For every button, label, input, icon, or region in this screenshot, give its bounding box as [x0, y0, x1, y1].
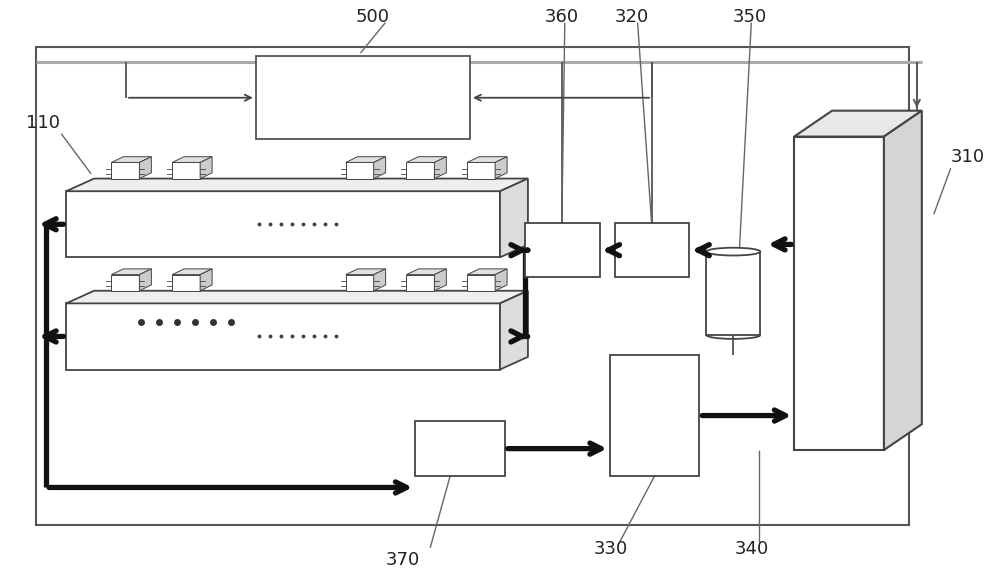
Polygon shape	[500, 291, 528, 369]
Polygon shape	[346, 275, 374, 291]
Bar	[36, 47, 909, 525]
Bar	[415, 421, 505, 476]
Polygon shape	[111, 275, 139, 291]
Polygon shape	[706, 251, 760, 335]
Polygon shape	[139, 157, 151, 179]
Bar	[610, 355, 699, 476]
Polygon shape	[346, 269, 386, 275]
Polygon shape	[406, 275, 434, 291]
Polygon shape	[66, 179, 528, 191]
Bar	[615, 223, 689, 277]
Polygon shape	[500, 179, 528, 257]
Text: 330: 330	[594, 540, 628, 558]
Polygon shape	[495, 157, 507, 179]
Polygon shape	[66, 303, 500, 369]
Bar	[525, 223, 600, 277]
Polygon shape	[794, 136, 884, 450]
Polygon shape	[111, 269, 151, 275]
Polygon shape	[172, 162, 200, 179]
Polygon shape	[434, 157, 446, 179]
Text: 310: 310	[951, 149, 985, 166]
Polygon shape	[200, 269, 212, 291]
Polygon shape	[467, 157, 507, 162]
Polygon shape	[200, 157, 212, 179]
Polygon shape	[66, 291, 528, 303]
Polygon shape	[111, 162, 139, 179]
Polygon shape	[884, 110, 922, 450]
Bar	[256, 56, 470, 139]
Polygon shape	[467, 275, 495, 291]
Polygon shape	[406, 157, 446, 162]
Text: 350: 350	[732, 8, 767, 25]
Polygon shape	[111, 157, 151, 162]
Polygon shape	[374, 269, 386, 291]
Polygon shape	[172, 269, 212, 275]
Polygon shape	[346, 162, 374, 179]
Text: 500: 500	[355, 8, 389, 25]
Text: 110: 110	[26, 114, 60, 132]
Polygon shape	[467, 162, 495, 179]
Text: 320: 320	[615, 8, 649, 25]
Polygon shape	[172, 157, 212, 162]
Polygon shape	[139, 269, 151, 291]
Ellipse shape	[706, 248, 760, 255]
Polygon shape	[495, 269, 507, 291]
Polygon shape	[434, 269, 446, 291]
Polygon shape	[406, 162, 434, 179]
Polygon shape	[374, 157, 386, 179]
Polygon shape	[467, 269, 507, 275]
Text: 340: 340	[734, 540, 769, 558]
Text: 360: 360	[545, 8, 579, 25]
Polygon shape	[172, 275, 200, 291]
Polygon shape	[406, 269, 446, 275]
Polygon shape	[66, 191, 500, 257]
Polygon shape	[346, 157, 386, 162]
Text: 370: 370	[385, 551, 420, 569]
Polygon shape	[794, 110, 922, 136]
